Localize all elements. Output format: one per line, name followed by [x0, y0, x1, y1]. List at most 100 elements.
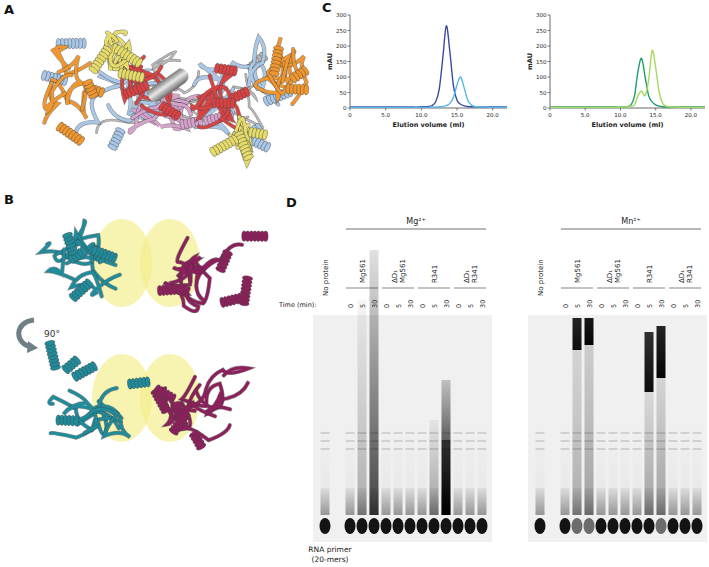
primer-band [572, 518, 583, 534]
y-tick [348, 61, 351, 62]
plot-area [350, 26, 507, 108]
primer-band [584, 518, 595, 534]
y-tick-label: 100 [536, 74, 547, 80]
gel-band [394, 448, 403, 450]
gel-band [536, 432, 545, 434]
gel-panel: Mg²⁺No proteinMg5610530ΔD₁Mg5610530R3410… [313, 217, 492, 542]
time-label: 0 [383, 304, 391, 308]
gel-smear [430, 420, 439, 515]
helix-turn [76, 135, 86, 146]
gel-band [454, 440, 463, 442]
ribbon [48, 241, 97, 279]
gel-smear [609, 488, 618, 515]
gel-band [561, 448, 570, 450]
gel-background [528, 315, 707, 542]
primer-band [441, 518, 452, 534]
helix-turn [41, 70, 48, 81]
x-tick [585, 108, 586, 111]
gel-band [693, 432, 702, 434]
helix-turn [263, 231, 268, 241]
time-label: 5 [395, 304, 403, 308]
helix-turn [72, 355, 82, 366]
sample-bracket [561, 288, 593, 289]
y-tick [348, 30, 351, 31]
y-tick [348, 108, 351, 109]
time-label: 30 [694, 300, 702, 308]
sample-label: R341 [471, 265, 479, 283]
ribbon-outline [163, 388, 215, 418]
gel-smear [466, 420, 475, 515]
gel-band [418, 448, 427, 450]
gel-smear [561, 488, 570, 515]
gel-smear [442, 380, 451, 440]
primer-band [560, 518, 571, 534]
y-axis-label: mAU [326, 53, 334, 70]
x-tick [550, 108, 551, 111]
sample-label: ΔD₁ [391, 270, 399, 283]
gel-band [633, 432, 642, 434]
helix-turn [219, 297, 226, 308]
gel-band [609, 440, 618, 442]
helix-turn [71, 371, 80, 382]
primer-band [369, 518, 380, 534]
gel-smear [573, 350, 582, 515]
gel-smear [478, 488, 487, 515]
primer-band [429, 518, 440, 534]
helix-turn [304, 84, 309, 95]
helix-turn [242, 86, 251, 97]
primer-band [620, 518, 631, 534]
y-tick-label: 50 [340, 90, 347, 96]
gel-band [609, 432, 618, 434]
x-tick-label: 10.0 [614, 112, 627, 118]
time-label: 5 [610, 304, 618, 308]
y-tick-label: 300 [336, 12, 347, 18]
x-tick-label: 0 [348, 112, 352, 118]
helix-turn [208, 146, 217, 157]
time-label: 5 [467, 304, 475, 308]
gel-band [669, 440, 678, 442]
primer-band [644, 518, 655, 534]
plot-area [550, 50, 705, 107]
gel-band [681, 440, 690, 442]
time-label: 30 [658, 300, 666, 308]
x-tick-label: 20.0 [685, 112, 698, 118]
gel-band [346, 432, 355, 434]
helix-turn [134, 57, 144, 68]
trace [350, 26, 507, 107]
x-tick-label: 5.0 [581, 112, 590, 118]
time-label: 30 [407, 300, 415, 308]
helix-turn [230, 98, 235, 109]
gel-band [394, 432, 403, 434]
primer-band [417, 518, 428, 534]
x-axis-label: Elution volume (ml) [393, 121, 465, 129]
helix-turn [138, 72, 145, 83]
sample-bracket [454, 288, 486, 289]
time-label: 0 [562, 304, 570, 308]
sample-label: Mg561 [614, 259, 622, 283]
helix-turn [84, 278, 95, 289]
primer-band [477, 518, 488, 534]
gel-smear [645, 392, 654, 515]
x-tick [350, 108, 351, 111]
y-tick-label: 50 [540, 90, 547, 96]
time-label: 0 [419, 304, 427, 308]
y-tick-label: 0 [543, 105, 547, 111]
gel-band [536, 440, 545, 442]
helix-turn [145, 376, 151, 387]
helix-turn [62, 231, 73, 239]
ribbon-outline [205, 383, 248, 414]
helix-turn [98, 87, 106, 98]
helix-turn [82, 78, 93, 87]
time-label: 5 [646, 304, 654, 308]
gel-smear [382, 488, 391, 515]
gel-smear [609, 420, 618, 515]
gel-smear [657, 326, 666, 378]
ion-bracket [561, 229, 701, 230]
y-tick-label: 300 [536, 12, 547, 18]
time-label: 0 [670, 304, 678, 308]
helix-turn [269, 70, 280, 77]
ribbon-outline [59, 56, 86, 110]
x-tick [421, 108, 422, 111]
time-label: 30 [371, 300, 379, 308]
gel-smear [382, 420, 391, 515]
